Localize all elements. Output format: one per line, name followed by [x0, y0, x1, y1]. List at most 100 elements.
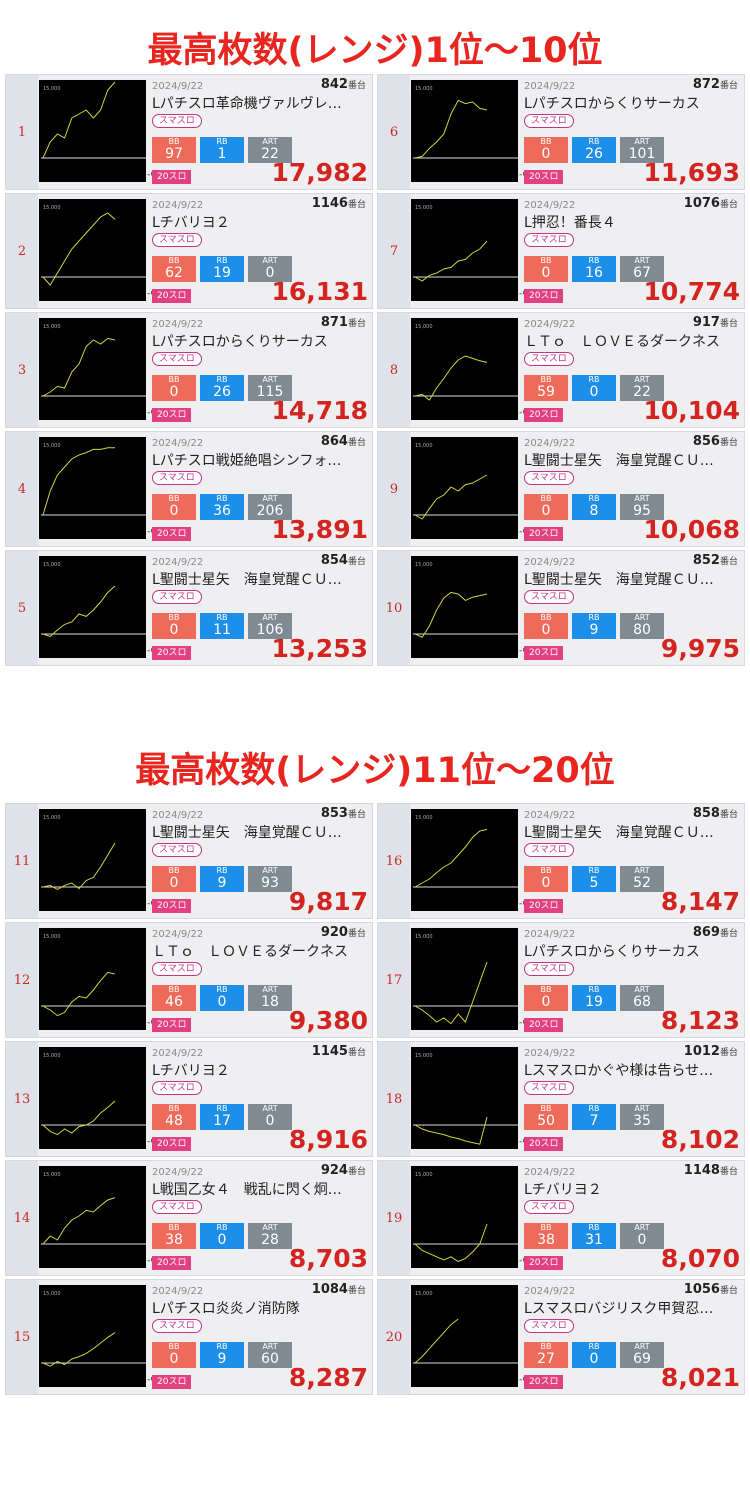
graph-max-label: 15,000 — [43, 324, 61, 330]
machine-name: L聖闘士星矢 海皇覚醒ＣＵ… — [524, 572, 714, 588]
art-count: ART 206 — [248, 494, 292, 520]
smart-slot-tag: スマスロ — [524, 1081, 574, 1095]
date-label: 2024/9/22 — [524, 1048, 576, 1059]
bb-count: BB 62 — [152, 256, 196, 282]
smart-slot-tag: スマスロ — [524, 1319, 574, 1333]
ranking-card[interactable]: 715,000-G2024/9/221076番台L押忍！番長４スマスロBB0RB… — [377, 193, 745, 309]
graph-svg: 15,000 — [413, 205, 518, 282]
art-count: ART 80 — [620, 613, 664, 639]
smart-slot-tag: スマスロ — [524, 471, 574, 485]
graph-trend-line — [42, 1197, 116, 1245]
art-count: ART 28 — [248, 1223, 292, 1249]
ranking-card[interactable]: 215,000-G2024/9/221146番台Lチバリヨ２スマスロBB62RB… — [5, 193, 373, 309]
graph-trend-line — [42, 447, 115, 516]
machine-name: Lチバリヨ２ — [152, 215, 230, 231]
ranking-card[interactable]: 1515,000-G2024/9/221084番台Lパチスロ炎炎ノ消防隊スマスロ… — [5, 1279, 373, 1395]
rank-number: 9 — [378, 432, 410, 546]
rate-type-tag: 20スロ — [524, 1256, 564, 1270]
graph-max-label: 15,000 — [43, 86, 61, 92]
ranking-card[interactable]: 1315,000-G2024/9/221145番台Lチバリヨ２スマスロBB48R… — [5, 1041, 373, 1157]
graph-max-label: 15,000 — [415, 205, 433, 211]
rb-count: RB 0 — [572, 1342, 616, 1368]
max-coins-score: 13,891 — [271, 515, 368, 544]
date-label: 2024/9/22 — [524, 557, 576, 568]
rank-number: 16 — [378, 804, 410, 918]
graph-trend-line — [414, 1223, 488, 1263]
machine-name: L聖闘士星矢 海皇覚醒ＣＵ… — [524, 453, 714, 469]
bb-count: BB 38 — [152, 1223, 196, 1249]
date-label: 2024/9/22 — [152, 81, 204, 92]
smart-slot-tag: スマスロ — [152, 471, 202, 485]
graph-max-label: 15,000 — [415, 1172, 433, 1178]
machine-number: 1145番台 — [311, 1044, 366, 1059]
machine-number: 924番台 — [320, 1163, 366, 1178]
ranking-card[interactable]: 415,000-G2024/9/22864番台Lパチスロ戦姫絶唱シンフォ…スマス… — [5, 431, 373, 547]
payout-graph: 15,000 — [39, 1166, 146, 1268]
machine-name: ＬＴｏ ＬＯＶＥるダークネス — [152, 944, 348, 960]
graph-trend-line — [42, 585, 116, 637]
art-count: ART 22 — [620, 375, 664, 401]
max-coins-score: 8,102 — [660, 1125, 740, 1154]
rb-count: RB 9 — [200, 1342, 244, 1368]
bb-count: BB 0 — [524, 256, 568, 282]
ranking-grid-top: 115,000-G2024/9/22842番台Lパチスロ革命機ヴァルヴレ…スマス… — [5, 74, 745, 670]
ranking-card[interactable]: 1915,000-G2024/9/221148番台Lチバリヨ２スマスロBB38R… — [377, 1160, 745, 1276]
graph-svg: 15,000 — [413, 562, 518, 638]
smart-slot-tag: スマスロ — [524, 843, 574, 857]
payout-graph: 15,000 — [39, 1047, 146, 1149]
machine-name: L聖闘士星矢 海皇覚醒ＣＵ… — [152, 572, 342, 588]
date-label: 2024/9/22 — [524, 81, 576, 92]
graph-svg: 15,000 — [413, 1172, 518, 1263]
machine-name: L押忍！番長４ — [524, 215, 616, 231]
machine-name: Lパチスロ戦姫絶唱シンフォ… — [152, 453, 342, 469]
machine-name: Lチバリヨ２ — [524, 1182, 602, 1198]
art-count: ART 52 — [620, 866, 664, 892]
graph-trend-line — [42, 212, 116, 286]
machine-name: Lパチスロからくりサーカス — [152, 334, 328, 350]
rate-type-tag: 20スロ — [152, 1018, 192, 1032]
rb-count: RB 19 — [200, 256, 244, 282]
ranking-card[interactable]: 115,000-G2024/9/22842番台Lパチスロ革命機ヴァルヴレ…スマス… — [5, 74, 373, 190]
ranking-card[interactable]: 1815,000-G2024/9/221012番台Lスマスロかぐや様は告らせ…ス… — [377, 1041, 745, 1157]
ranking-card[interactable]: 2015,000-G2024/9/221056番台Lスマスロバジリスク甲賀忍…ス… — [377, 1279, 745, 1395]
art-count: ART 0 — [620, 1223, 664, 1249]
graph-trend-line — [414, 474, 488, 520]
ranking-card[interactable]: 615,000-G2024/9/22872番台Lパチスロからくりサーカススマスロ… — [377, 74, 745, 190]
art-count: ART 101 — [620, 137, 664, 163]
art-count: ART 69 — [620, 1342, 664, 1368]
rate-type-tag: 20スロ — [524, 646, 564, 660]
graph-svg: 15,000 — [41, 205, 146, 286]
ranking-card[interactable]: 1715,000-G2024/9/22869番台Lパチスロからくりサーカススマス… — [377, 922, 745, 1038]
graph-max-label: 15,000 — [43, 1172, 61, 1178]
rate-type-tag: 20スロ — [524, 527, 564, 541]
payout-graph: 15,000 — [411, 928, 518, 1030]
rate-type-tag: 20スロ — [524, 408, 564, 422]
max-coins-score: 9,817 — [288, 887, 368, 916]
graph-trend-line — [42, 1100, 116, 1136]
graph-trend-line — [42, 842, 116, 890]
date-label: 2024/9/22 — [152, 557, 204, 568]
rb-count: RB 5 — [572, 866, 616, 892]
machine-number: 864番台 — [320, 434, 366, 449]
ranking-card[interactable]: 315,000-G2024/9/22871番台Lパチスロからくりサーカススマスロ… — [5, 312, 373, 428]
date-label: 2024/9/22 — [524, 1286, 576, 1297]
machine-number: 871番台 — [320, 315, 366, 330]
bb-count: BB 0 — [152, 375, 196, 401]
machine-number: 917番台 — [692, 315, 738, 330]
smart-slot-tag: スマスロ — [524, 352, 574, 366]
payout-graph: 15,000 — [39, 199, 146, 301]
art-count: ART 106 — [248, 613, 292, 639]
date-label: 2024/9/22 — [152, 319, 204, 330]
machine-number: 856番台 — [692, 434, 738, 449]
rb-count: RB 31 — [572, 1223, 616, 1249]
rank-number: 17 — [378, 923, 410, 1037]
graph-trend-line — [42, 971, 116, 1017]
